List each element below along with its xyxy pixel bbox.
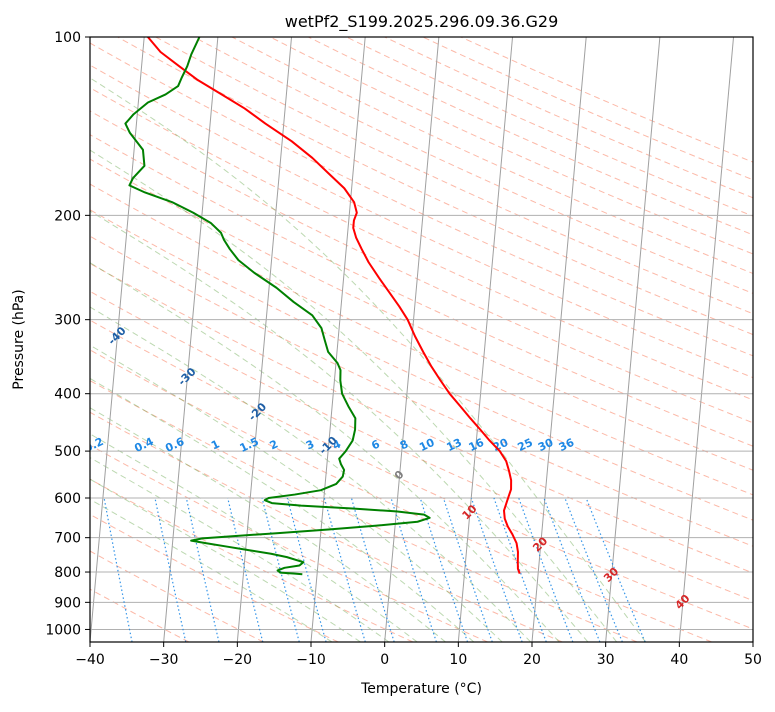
mixing-ratio-line xyxy=(390,497,437,642)
moist-adiabat-line xyxy=(90,210,589,642)
dry-adiabat-line xyxy=(90,262,753,574)
mixing-ratio-line xyxy=(442,497,493,642)
y-tick-label: 600 xyxy=(54,491,81,507)
mixing-ratio-line xyxy=(261,497,300,642)
dry-adiabat-line xyxy=(90,513,339,642)
dry-adiabat-line xyxy=(90,380,638,642)
chart-title: wetPf2_S199.2025.296.09.36.G29 xyxy=(285,12,559,32)
dry-adiabat-line xyxy=(90,478,414,642)
y-tick-label: 900 xyxy=(54,595,81,611)
x-tick-label: 50 xyxy=(744,652,762,668)
dry-adiabat-line xyxy=(90,42,753,357)
isotherm-line xyxy=(605,37,661,642)
isotherm-line xyxy=(384,37,440,642)
dry-adiabat-line xyxy=(90,64,753,379)
mixing-ratio-label: 25 xyxy=(516,436,535,454)
x-tick-label: 0 xyxy=(380,652,389,668)
x-tick-label: −20 xyxy=(223,652,253,668)
moist-adiabat-line xyxy=(90,306,532,642)
mixing-ratio-line xyxy=(419,497,469,642)
isotherm-line xyxy=(457,37,514,642)
profile-series xyxy=(124,37,521,576)
mixing-ratio-label: 10 xyxy=(417,436,437,454)
moist-adiabat-line xyxy=(90,478,361,642)
isotherm-line xyxy=(310,37,366,642)
dry-adiabat-line xyxy=(90,134,753,447)
mixing-ratio-label: 13 xyxy=(445,436,464,454)
mixing-ratio-label: 16 xyxy=(467,436,487,454)
isotherm-line xyxy=(678,37,735,642)
dry-adiabat-line xyxy=(90,87,753,401)
x-tick-label: −30 xyxy=(149,652,179,668)
mixing-ratio-label: 20 xyxy=(491,436,511,454)
background-lines xyxy=(90,37,753,642)
plot-frame xyxy=(89,36,754,643)
moist-adiabat-line xyxy=(90,77,647,642)
y-tick-label: 200 xyxy=(54,208,81,224)
moist-adiabat-line xyxy=(90,149,618,642)
isotherm-line xyxy=(531,37,587,642)
y-tick-label: 800 xyxy=(54,565,81,581)
x-tick-label: 20 xyxy=(523,652,541,668)
moist-adiabat-line xyxy=(90,344,503,642)
mixing-ratio-line xyxy=(470,497,523,642)
axes: −40 −30 −20 −10 0 10 20 30 40 50 100 200 300 400 500 60… xyxy=(45,30,762,668)
dewpoint-profile-line xyxy=(124,37,431,576)
x-tick-label: −40 xyxy=(75,652,105,668)
x-tick-label: 30 xyxy=(597,652,615,668)
dry-adiabat-line xyxy=(193,37,753,294)
mixing-ratio-label: 36 xyxy=(557,436,577,454)
moist-adiabat-line xyxy=(90,377,475,642)
moist-adiabat-line xyxy=(90,498,333,642)
y-tick-label: 400 xyxy=(54,387,81,403)
dry-adiabat-line xyxy=(117,37,753,336)
x-tick-label: 10 xyxy=(449,652,467,668)
dry-adiabat-line xyxy=(90,411,563,642)
moist-adiabat-line xyxy=(90,262,560,642)
mixing-ratio-line xyxy=(350,497,395,642)
y-tick-label: 300 xyxy=(54,313,81,329)
mixing-ratio-line xyxy=(227,497,264,642)
y-axis-title: Pressure (hPa) xyxy=(11,289,27,389)
mixing-ratio-line xyxy=(323,497,366,642)
mixing-ratio-line xyxy=(564,497,623,642)
x-axis-title: Temperature (°C) xyxy=(360,681,482,697)
x-tick-label: −10 xyxy=(296,652,326,668)
x-tick-label: 40 xyxy=(670,652,688,668)
y-tick-label: 700 xyxy=(54,531,81,547)
mixing-ratio-line xyxy=(154,497,187,642)
mixing-ratio-label: 30 xyxy=(536,436,556,454)
dry-adiabat-line xyxy=(90,290,753,602)
mixing-ratio-line xyxy=(286,497,327,642)
dry-adiabat-line xyxy=(155,37,753,315)
dry-adiabat-line xyxy=(90,110,753,424)
isotherm-line xyxy=(90,37,145,642)
y-tick-label: 500 xyxy=(54,444,81,460)
isotherm-line xyxy=(236,37,293,642)
mixing-ratio-line xyxy=(543,497,601,642)
mixing-ratio-line xyxy=(185,497,220,642)
mixing-ratio-line xyxy=(518,497,574,642)
y-tick-label: 1000 xyxy=(45,622,81,638)
isotherm-line xyxy=(163,37,219,642)
temperature-profile-line xyxy=(147,37,521,574)
dry-adiabat-line xyxy=(90,158,753,471)
mixing-ratio-line xyxy=(585,497,646,642)
y-tick-label: 100 xyxy=(54,30,81,46)
mixing-ratio-line xyxy=(493,497,547,642)
